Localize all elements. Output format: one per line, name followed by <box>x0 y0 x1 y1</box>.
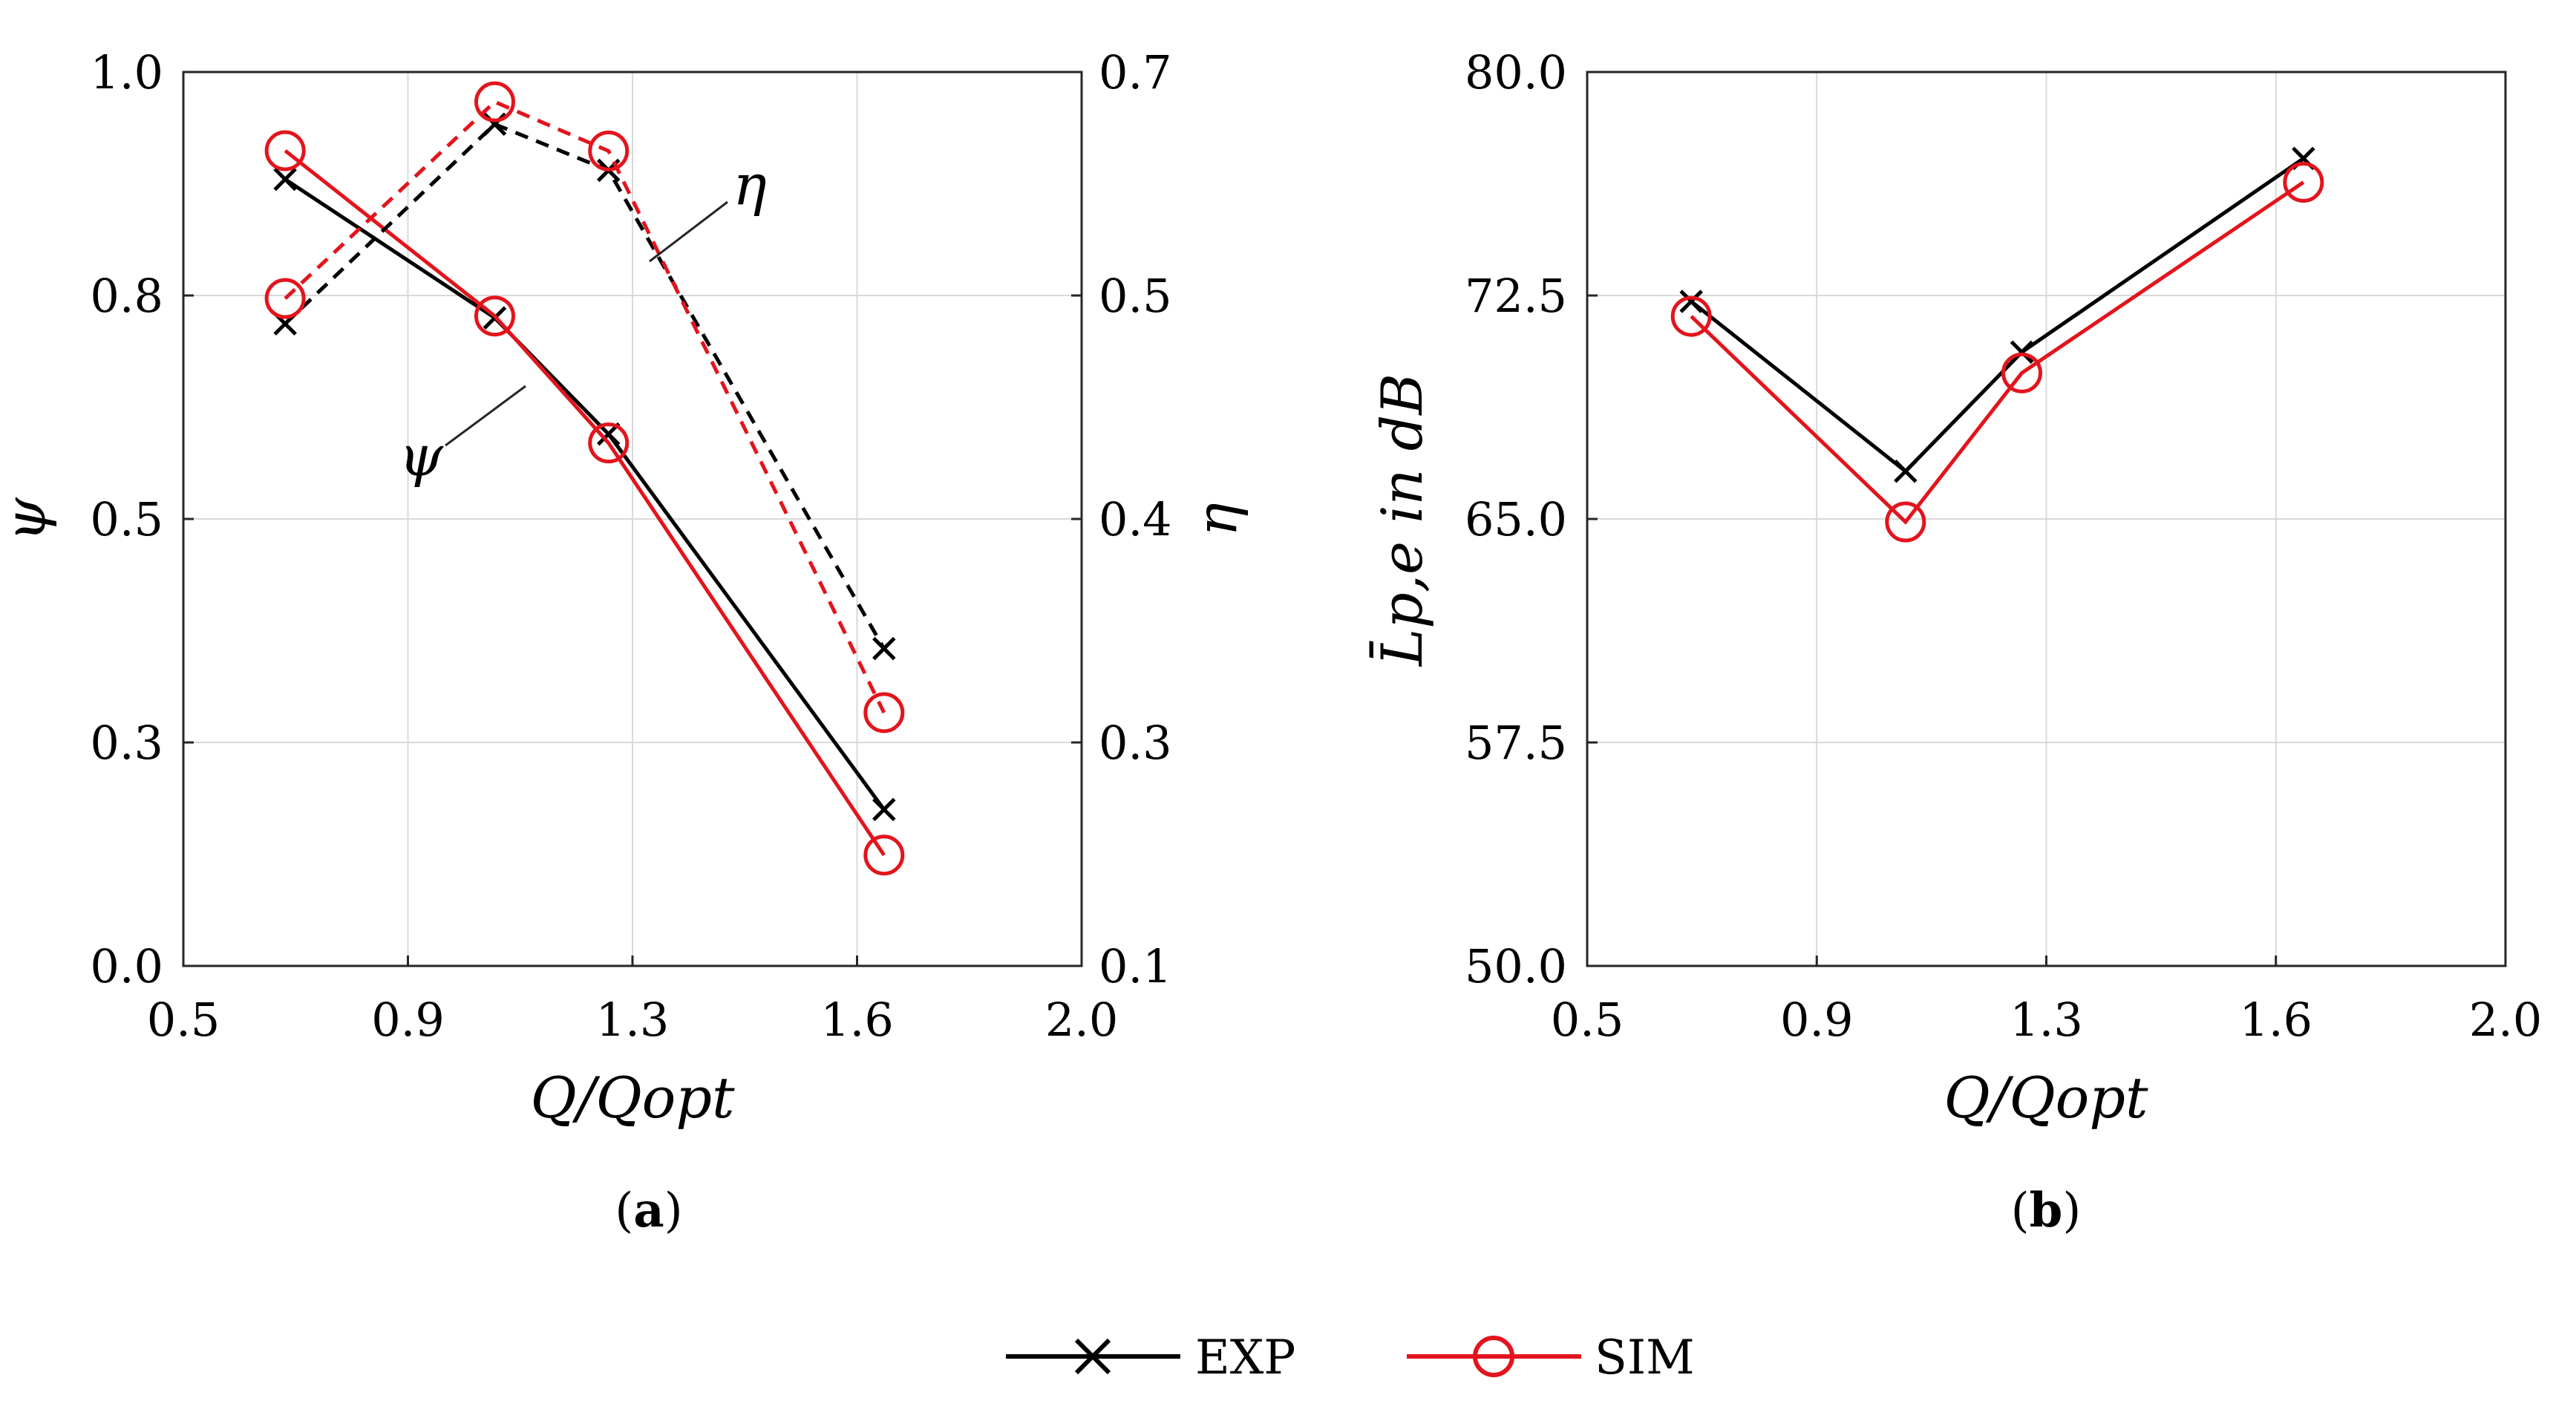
chart-b-ytick-0: 50.0 <box>1465 939 1567 993</box>
legend-exp-label: EXP <box>1195 1330 1295 1385</box>
chart-b-xtick-3: 1.6 <box>2239 993 2312 1047</box>
chart-b-point-sim-0 <box>1670 295 1712 337</box>
chart-b-ytick-1: 57.5 <box>1465 716 1567 770</box>
chart-b-series-line-exp <box>1690 157 2305 474</box>
chart-a-ticks <box>182 71 1083 967</box>
chart-a-point-sim-3 <box>863 692 905 734</box>
chart-a-point-sim-1 <box>474 295 515 337</box>
chart-a-ytick-left-0: 0.0 <box>90 939 163 993</box>
chart-a-series-line-sim <box>284 148 886 857</box>
chart-b-ytick-4: 80.0 <box>1465 45 1567 99</box>
annotation-psi-leader <box>445 385 526 447</box>
chart-a-ytick-right-4: 0.7 <box>1099 45 1172 99</box>
chart-a-ytick-left-3: 0.8 <box>90 269 163 323</box>
chart-b-point-sim-3 <box>2283 161 2324 203</box>
chart-a-point-exp-3 <box>872 797 896 822</box>
chart-b-point-exp-2 <box>2010 340 2034 365</box>
chart-b-xtick-1: 0.9 <box>1780 993 1854 1047</box>
chart-b-ylabel: L̄p,e in dB <box>1368 373 1435 667</box>
chart-b: 0.5 0.9 1.3 1.6 2.0 50.0 57.5 65.0 72.5 … <box>1368 45 2542 1238</box>
chart-a-xtick-1: 0.9 <box>371 993 445 1047</box>
chart-b-series-line-sim <box>1690 180 2305 525</box>
chart-a-xtick-2: 1.3 <box>596 993 670 1047</box>
chart-a-xlabel: Q/Qopt <box>530 1065 735 1131</box>
chart-a-point-sim-1 <box>474 81 515 123</box>
chart-a-ytick-left-2: 0.5 <box>90 492 163 546</box>
cross-marker-icon <box>1074 1338 1111 1375</box>
annotation-eta-leader <box>649 200 728 263</box>
chart-b-caption-letter: b <box>2030 1183 2063 1238</box>
chart-a-ytick-right-1: 0.3 <box>1099 716 1172 770</box>
chart-b-xlabel: Q/Qopt <box>1944 1065 2148 1131</box>
chart-a-point-exp-0 <box>273 167 297 192</box>
chart-a-point-exp-3 <box>872 636 896 661</box>
chart-a-point-sim-2 <box>588 130 630 172</box>
chart-a-ytick-left-1: 0.3 <box>90 716 163 770</box>
chart-a-series-line-sim <box>284 99 886 713</box>
chart-a-xtick-4: 2.0 <box>1045 993 1119 1047</box>
chart-b-point-exp-0 <box>1679 290 1703 313</box>
chart-b-caption: (b) <box>2011 1183 2082 1238</box>
chart-a-xtick-0: 0.5 <box>147 993 220 1047</box>
chart-a-point-sim-2 <box>588 422 630 464</box>
legend-sim-label: SIM <box>1595 1330 1695 1385</box>
chart-a-point-sim-0 <box>264 278 306 319</box>
chart-a-point-sim-0 <box>264 130 306 172</box>
chart-a-caption-letter: a <box>633 1183 664 1238</box>
chart-a-ytick-right-3: 0.5 <box>1099 269 1172 323</box>
annotation-psi: ψ <box>399 422 444 489</box>
chart-b-series <box>1670 146 2324 543</box>
chart-b-point-sim-1 <box>1885 501 1926 543</box>
chart-b-xtick-2: 1.3 <box>2010 993 2083 1047</box>
chart-b-point-exp-1 <box>1894 460 1918 483</box>
chart-b-ytick-3: 72.5 <box>1465 269 1567 323</box>
legend-item-sim: SIM <box>1407 1330 1695 1385</box>
chart-a-caption: (a) <box>615 1183 682 1238</box>
chart-b-point-sim-2 <box>2001 352 2043 393</box>
chart-b-xtick-0: 0.5 <box>1551 993 1624 1047</box>
legend-item-exp: EXP <box>1006 1330 1295 1385</box>
chart-a-series <box>264 81 905 876</box>
chart-a-ylabel-right: η <box>1183 503 1249 537</box>
chart-a-point-sim-3 <box>863 835 905 876</box>
chart-a-xtick-3: 1.6 <box>820 993 894 1047</box>
chart-b-ytick-2: 65.0 <box>1465 492 1567 546</box>
circle-marker-icon <box>1473 1336 1514 1377</box>
chart-a-series-line-exp <box>284 177 886 811</box>
annotation-eta: η <box>733 151 767 218</box>
chart-a-series-line-exp <box>284 122 886 650</box>
chart-a-ylabel-left: ψ <box>0 497 58 542</box>
chart-b-xtick-4: 2.0 <box>2469 993 2543 1047</box>
chart-a-ytick-right-2: 0.4 <box>1099 492 1172 546</box>
chart-a-ytick-left-4: 1.0 <box>90 45 163 99</box>
chart-a-ytick-right-0: 0.1 <box>1099 939 1172 993</box>
legend: EXP SIM <box>1006 1330 1695 1385</box>
chart-a: 0.5 0.9 1.3 1.6 2.0 0.0 0.3 0.5 0.8 1.0 … <box>0 45 1249 1238</box>
chart-b-ticks <box>1586 71 2507 967</box>
